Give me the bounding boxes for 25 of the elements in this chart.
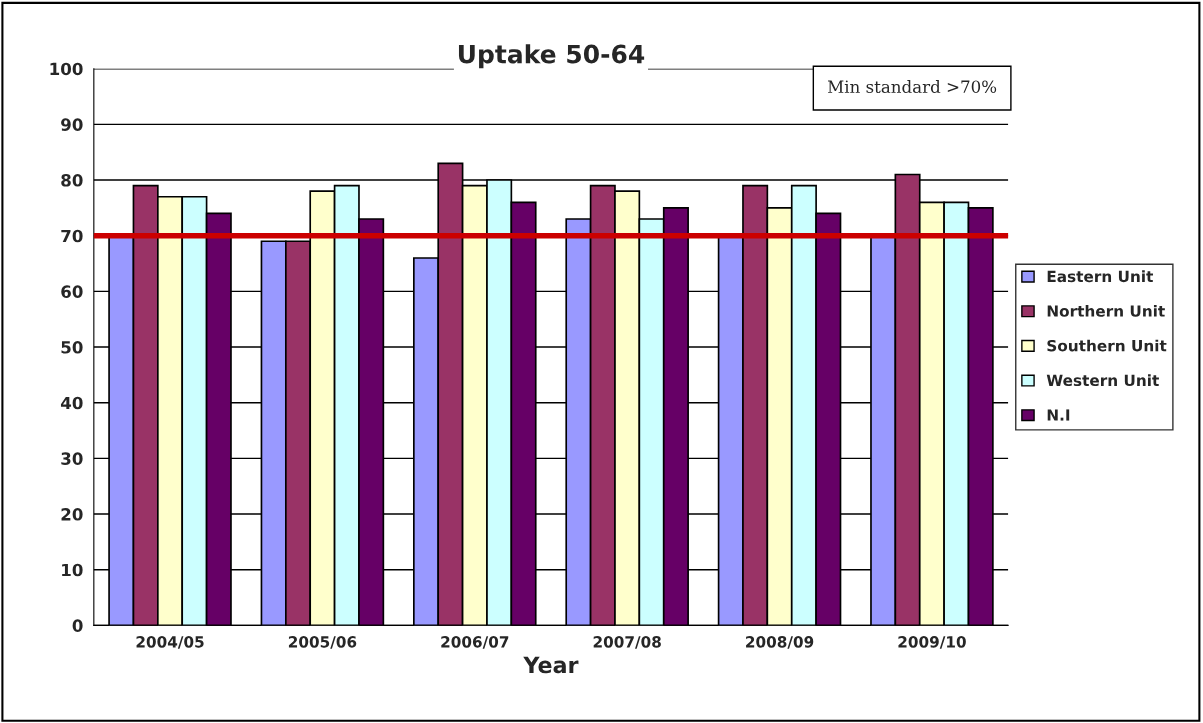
y-tick-label: 30 (61, 452, 83, 465)
x-tick-label: 2008/09 (746, 636, 814, 649)
y-tick-label: 0 (72, 619, 83, 632)
x-tick-label: 2005/06 (288, 636, 357, 649)
x-tick-label: 2007/08 (593, 636, 661, 649)
legend-label: Northern Unit (1047, 305, 1165, 317)
y-tick-label: 50 (61, 341, 83, 354)
y-tick-label: 20 (61, 508, 83, 521)
legend-label: Southern Unit (1047, 339, 1167, 352)
y-tick-label: 90 (61, 118, 83, 131)
x-tick-label: 2004/05 (136, 636, 204, 649)
x-tick-label: 2009/10 (898, 636, 966, 649)
legend-label: Eastern Unit (1047, 270, 1154, 283)
annotation: Min standard >70% (828, 80, 997, 94)
x-tick-label: 2006/07 (441, 636, 509, 649)
y-tick-label: 80 (61, 173, 83, 187)
x-axis-title: Year (523, 656, 579, 674)
legend-label: Western Unit (1046, 374, 1159, 387)
chart-title: Uptake 50-64 (458, 44, 645, 69)
y-tick-label: 70 (61, 229, 83, 243)
y-tick-label: 100 (50, 62, 83, 76)
y-tick-label: 40 (60, 396, 83, 410)
y-tick-label: 10 (62, 563, 83, 577)
legend-label: N.I (1047, 409, 1070, 421)
y-tick-label: 60 (61, 285, 83, 298)
